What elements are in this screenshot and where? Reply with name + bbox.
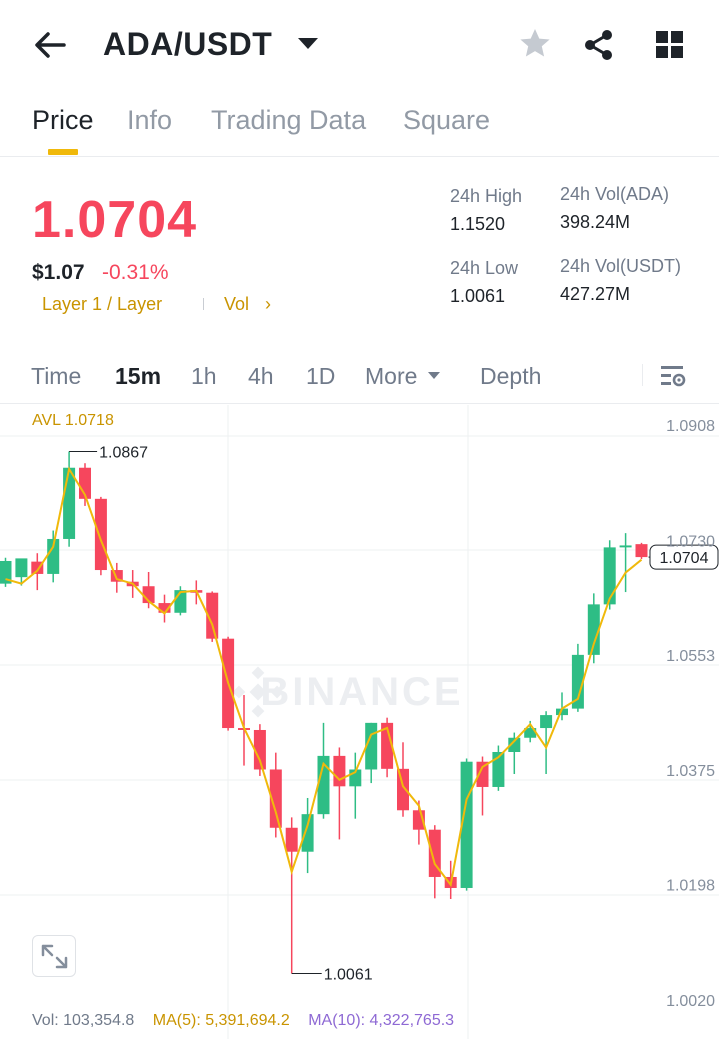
candle-body [94, 498, 107, 571]
vol-quote-value: 427.27M [560, 284, 631, 304]
candle-body [317, 755, 330, 815]
vol-base-label: 24h Vol(ADA) [560, 184, 670, 204]
candle-body [253, 729, 266, 770]
tag-divider [203, 298, 204, 310]
candle-body [15, 558, 28, 578]
vol-quote-label: 24h Vol(USDT) [560, 256, 682, 276]
interval-1d[interactable]: 1D [306, 363, 336, 389]
candle-body [0, 560, 12, 584]
current-price-label: 1.0704 [660, 550, 709, 567]
interval-bar: Time 15m 1h 4h 1D More Depth [0, 352, 719, 404]
ma5-value: MA(5): 5,391,694.2 [152, 1012, 290, 1029]
share-icon[interactable] [582, 28, 616, 62]
interval-time[interactable]: Time [31, 363, 82, 389]
candle-body [556, 708, 568, 716]
candle-body [301, 814, 314, 852]
candle-body [524, 728, 537, 738]
candle-body [540, 715, 553, 729]
high-marker-label: 1.0867 [99, 445, 148, 462]
candle-body [428, 829, 441, 877]
volume-legend: Vol: 103,354.8 MA(5): 5,391,694.2 MA(10)… [32, 1012, 468, 1030]
category-tag[interactable]: Layer 1 / Layer [42, 294, 163, 314]
star-icon[interactable] [518, 27, 552, 61]
price-change: -0.31% [102, 261, 169, 284]
candle-body [285, 827, 298, 852]
interval-1h[interactable]: 1h [191, 363, 217, 389]
low-value: 1.0061 [450, 286, 506, 306]
vol-base-value: 398.24M [560, 212, 631, 232]
top-bar: ADA/USDT [0, 0, 719, 90]
ma10-value: MA(10): 4,322,765.3 [308, 1012, 455, 1029]
expand-icon [41, 944, 68, 969]
grid-icon[interactable] [655, 30, 685, 60]
y-axis-tick-label: 1.0375 [666, 763, 715, 780]
high-label: 24h High [450, 186, 523, 206]
current-price-box [649, 544, 719, 570]
y-axis-tick-label: 1.0908 [666, 418, 715, 435]
tab-price[interactable]: Price [32, 105, 94, 135]
low-label: 24h Low [450, 258, 519, 278]
candle-body [110, 570, 123, 582]
candle-body [635, 544, 648, 558]
main-tabs: Price Info Trading Data Square [0, 100, 719, 157]
interval-divider [642, 364, 643, 386]
pair-title[interactable]: ADA/USDT [103, 26, 273, 62]
candle-body [381, 722, 394, 769]
back-arrow-icon[interactable] [30, 26, 70, 64]
tab-info[interactable]: Info [127, 105, 173, 135]
chart-settings-icon[interactable] [659, 362, 687, 390]
candle-body [476, 761, 489, 787]
candle-body [269, 769, 282, 828]
tab-trading-data[interactable]: Trading Data [211, 105, 367, 135]
candle-body [492, 751, 505, 787]
interval-more[interactable]: More [365, 363, 418, 389]
y-axis-tick-label: 1.0730 [666, 533, 715, 550]
y-axis-tick-label: 1.0020 [666, 993, 715, 1010]
chevron-right-icon[interactable]: › [265, 294, 271, 314]
candle-body [333, 755, 346, 787]
candle-body [619, 545, 632, 548]
vol-link[interactable]: Vol [224, 294, 250, 314]
candle-body [47, 538, 60, 574]
ma-line [5, 466, 643, 888]
caret-down-icon[interactable] [298, 38, 318, 49]
candle-body [365, 722, 378, 770]
expand-chart-button[interactable] [32, 935, 76, 977]
binance-watermark: BINANCE [260, 670, 463, 714]
candle-body [63, 467, 76, 539]
more-caret-icon[interactable] [428, 372, 440, 379]
candle-body [571, 654, 584, 709]
interval-depth[interactable]: Depth [480, 363, 542, 389]
high-value: 1.1520 [450, 214, 506, 234]
candle-body [603, 547, 616, 605]
candle-body [158, 603, 171, 613]
last-price: 1.0704 [32, 191, 198, 249]
candle-body [397, 768, 409, 811]
candle-body [508, 737, 521, 752]
tab-square[interactable]: Square [403, 105, 491, 135]
usd-price: $1.07 [32, 261, 85, 284]
candle-body [587, 604, 600, 655]
avl-label: AVL 1.0718 [32, 412, 114, 429]
candle-body [206, 592, 219, 639]
interval-15m[interactable]: 15m [115, 363, 162, 389]
y-axis-tick-label: 1.0198 [666, 878, 715, 895]
interval-4h[interactable]: 4h [248, 363, 274, 389]
low-marker-label: 1.0061 [324, 966, 373, 983]
vol-value: Vol: 103,354.8 [32, 1012, 135, 1029]
active-tab-indicator [48, 149, 78, 155]
y-axis-tick-label: 1.0553 [666, 648, 715, 665]
candlestick-chart[interactable]: BINANCE 1.0867 1.0061 1.0704 1.0908 1.0730 1… [0, 405, 719, 1039]
